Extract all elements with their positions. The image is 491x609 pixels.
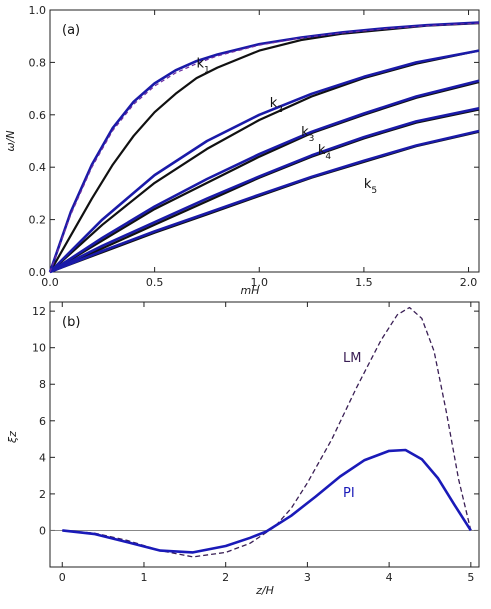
y-tick-label: 1.0 bbox=[29, 4, 47, 17]
x-tick-label: 3 bbox=[304, 571, 311, 584]
mode-label: k4 bbox=[318, 143, 332, 162]
x-tick-label: 1 bbox=[140, 571, 147, 584]
y-tick-label: 2 bbox=[39, 488, 46, 501]
x-tick-label: 4 bbox=[386, 571, 393, 584]
mode-label: k5 bbox=[364, 177, 377, 196]
y-tick-label: 12 bbox=[32, 305, 46, 318]
panel-a-y-axis-title: ω/N bbox=[4, 130, 17, 151]
y-tick-label: 10 bbox=[32, 342, 46, 355]
panel-a-lines bbox=[50, 23, 479, 272]
y-tick-label: 0.2 bbox=[29, 214, 47, 227]
y-tick-label: 8 bbox=[39, 378, 46, 391]
series-line bbox=[62, 308, 471, 557]
mode-label: k3 bbox=[301, 125, 314, 144]
panel-a-label: (a) bbox=[62, 23, 80, 38]
panel-b-x-axis-title: z/H bbox=[255, 584, 274, 597]
series-label-lm: LM bbox=[343, 351, 361, 366]
x-tick-label: 5 bbox=[467, 571, 474, 584]
panel-a-x-axis-title: mH bbox=[241, 284, 260, 297]
y-tick-label: 0.4 bbox=[29, 161, 47, 174]
mode-label: k2 bbox=[270, 96, 283, 115]
y-tick-label: 0.8 bbox=[29, 56, 47, 69]
x-tick-label: 1.5 bbox=[355, 276, 373, 289]
panel-b-lines bbox=[50, 308, 479, 557]
panel-a: 0.0 0.5 1.0 1.5 2.00.00.20.40.60.81.0 (a) mH… bbox=[4, 4, 479, 297]
y-tick-label: 0 bbox=[39, 524, 46, 537]
x-tick-label: 2 bbox=[222, 571, 229, 584]
y-tick-label: 0.6 bbox=[29, 109, 47, 122]
x-tick-label: 2.0 bbox=[460, 276, 478, 289]
series-label-pi: PI bbox=[343, 486, 355, 501]
y-tick-label: 0.0 bbox=[29, 266, 47, 279]
y-tick-label: 6 bbox=[39, 415, 46, 428]
x-tick-label: 0 bbox=[59, 571, 66, 584]
panel-b-frame bbox=[50, 302, 479, 567]
x-tick-label: 0.5 bbox=[146, 276, 164, 289]
panel-b-y-axis-title: ξz bbox=[6, 431, 19, 444]
y-tick-label: 4 bbox=[39, 451, 46, 464]
series-line bbox=[62, 450, 471, 552]
panel-b-label: (b) bbox=[62, 315, 80, 330]
